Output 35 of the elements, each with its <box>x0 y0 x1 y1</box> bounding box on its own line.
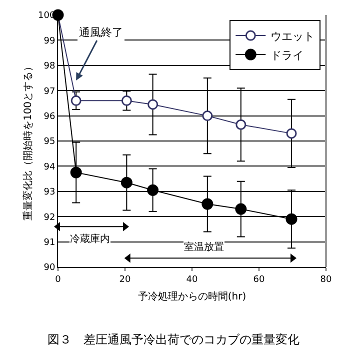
y-tick-label: 97 <box>44 86 56 97</box>
point <box>286 128 297 139</box>
x-axis-title: 予冷処理からの時間(hr) <box>138 290 246 302</box>
y-tick-label: 98 <box>44 62 56 72</box>
x-tick-label: 40 <box>186 274 198 285</box>
y-tick-label: 99 <box>44 36 56 46</box>
y-axis-title: 重量変化比（開始時を100とする） <box>22 61 34 221</box>
annotation: 冷蔵庫内 <box>70 233 110 245</box>
annotation: 室温放置 <box>184 241 224 253</box>
point <box>120 176 132 188</box>
annotation: 通風終了 <box>79 26 123 39</box>
x-tick-label: 0 <box>55 274 62 285</box>
y-tick-label: 95 <box>44 137 56 148</box>
x-tick-label: 20 <box>119 274 131 285</box>
point <box>236 119 246 130</box>
x-tick-label: 60 <box>253 274 265 285</box>
point <box>70 95 82 106</box>
point <box>147 184 159 196</box>
y-tick-label: 91 <box>44 238 56 248</box>
legend-label: ウエット <box>270 30 315 43</box>
point <box>235 203 247 215</box>
legend-label: ドライ <box>270 48 304 62</box>
y-tick-label: 90 <box>44 263 56 274</box>
point <box>70 166 82 178</box>
x-tick-label: 80 <box>320 274 332 285</box>
point <box>121 95 132 106</box>
point <box>202 198 214 210</box>
point <box>286 213 298 225</box>
text: 図３ 差圧通風予冷出荷でのコカブの重量変化 <box>48 332 300 346</box>
y-tick-label: 93 <box>44 188 56 198</box>
y-tick-label: 94 <box>44 162 56 172</box>
point <box>148 99 158 110</box>
point <box>202 110 213 122</box>
y-tick-label: 92 <box>44 212 56 223</box>
y-tick-label: 96 <box>44 112 56 122</box>
